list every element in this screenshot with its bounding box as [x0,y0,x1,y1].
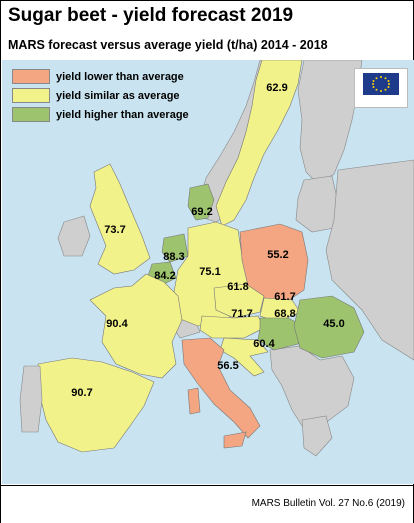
country-denmark [187,183,215,221]
footer: MARS Bulletin Vol. 27 No.6 (2019) [1,485,413,523]
legend-label-higher: yield higher than average [56,108,189,121]
value-germany: 75.1 [199,266,221,278]
land-east [325,159,414,361]
country-netherlands [161,233,189,263]
country-sicily [223,431,247,449]
country-uk [89,163,151,275]
value-uk: 73.7 [104,224,126,236]
land-baltics [295,175,339,233]
legend-item-higher: yield higher than average [12,106,189,123]
source-note: MARS Bulletin Vol. 27 No.6 (2019) [251,498,405,509]
country-sardinia [187,387,201,415]
country-poland [239,223,309,303]
value-poland: 55.2 [267,249,289,261]
value-spain: 90.7 [71,387,93,399]
legend-item-lower: yield lower than average [12,68,189,85]
value-denmark: 69.2 [191,206,213,218]
value-romania: 45.0 [323,318,345,330]
legend-item-similar: yield similar as average [12,87,189,104]
legend-label-lower: yield lower than average [56,70,184,83]
country-italy [181,337,261,439]
map-legend: yield lower than average yield similar a… [12,68,189,125]
value-france: 90.4 [106,318,128,330]
value-sweden: 62.9 [266,82,288,94]
country-portugal [19,365,43,433]
country-slovakia [259,297,301,323]
country-czechia [213,283,265,319]
country-france [89,273,183,379]
land-balkans [269,345,355,433]
value-slovakia: 61.7 [274,291,296,303]
country-romania [293,295,365,359]
legend-swatch-higher [12,107,50,122]
eu-flag-icon [363,73,399,95]
country-austria [199,315,265,339]
map-area: yield lower than average yield similar a… [2,60,414,484]
land-finland [297,60,363,185]
country-croatia [219,337,269,377]
country-hungary [257,317,305,351]
value-belgium: 84.2 [154,270,176,282]
eu-commission-logo [354,68,408,108]
value-hungary: 68.8 [274,308,296,320]
country-spain [37,357,155,453]
map-subtitle: MARS forecast versus average yield (t/ha… [8,38,328,52]
europe-map [19,60,414,457]
country-sweden [215,60,303,227]
country-ireland [57,215,91,257]
legend-label-similar: yield similar as average [56,89,180,102]
legend-swatch-lower [12,69,50,84]
value-croatia: 60.4 [253,338,275,350]
value-netherlands: 88.3 [163,251,185,263]
country-greece [301,415,333,457]
value-austria: 71.7 [231,308,253,320]
legend-swatch-similar [12,88,50,103]
map-title: Sugar beet - yield forecast 2019 [8,5,294,26]
value-czechia: 61.8 [227,281,249,293]
value-italy: 56.5 [217,360,239,372]
